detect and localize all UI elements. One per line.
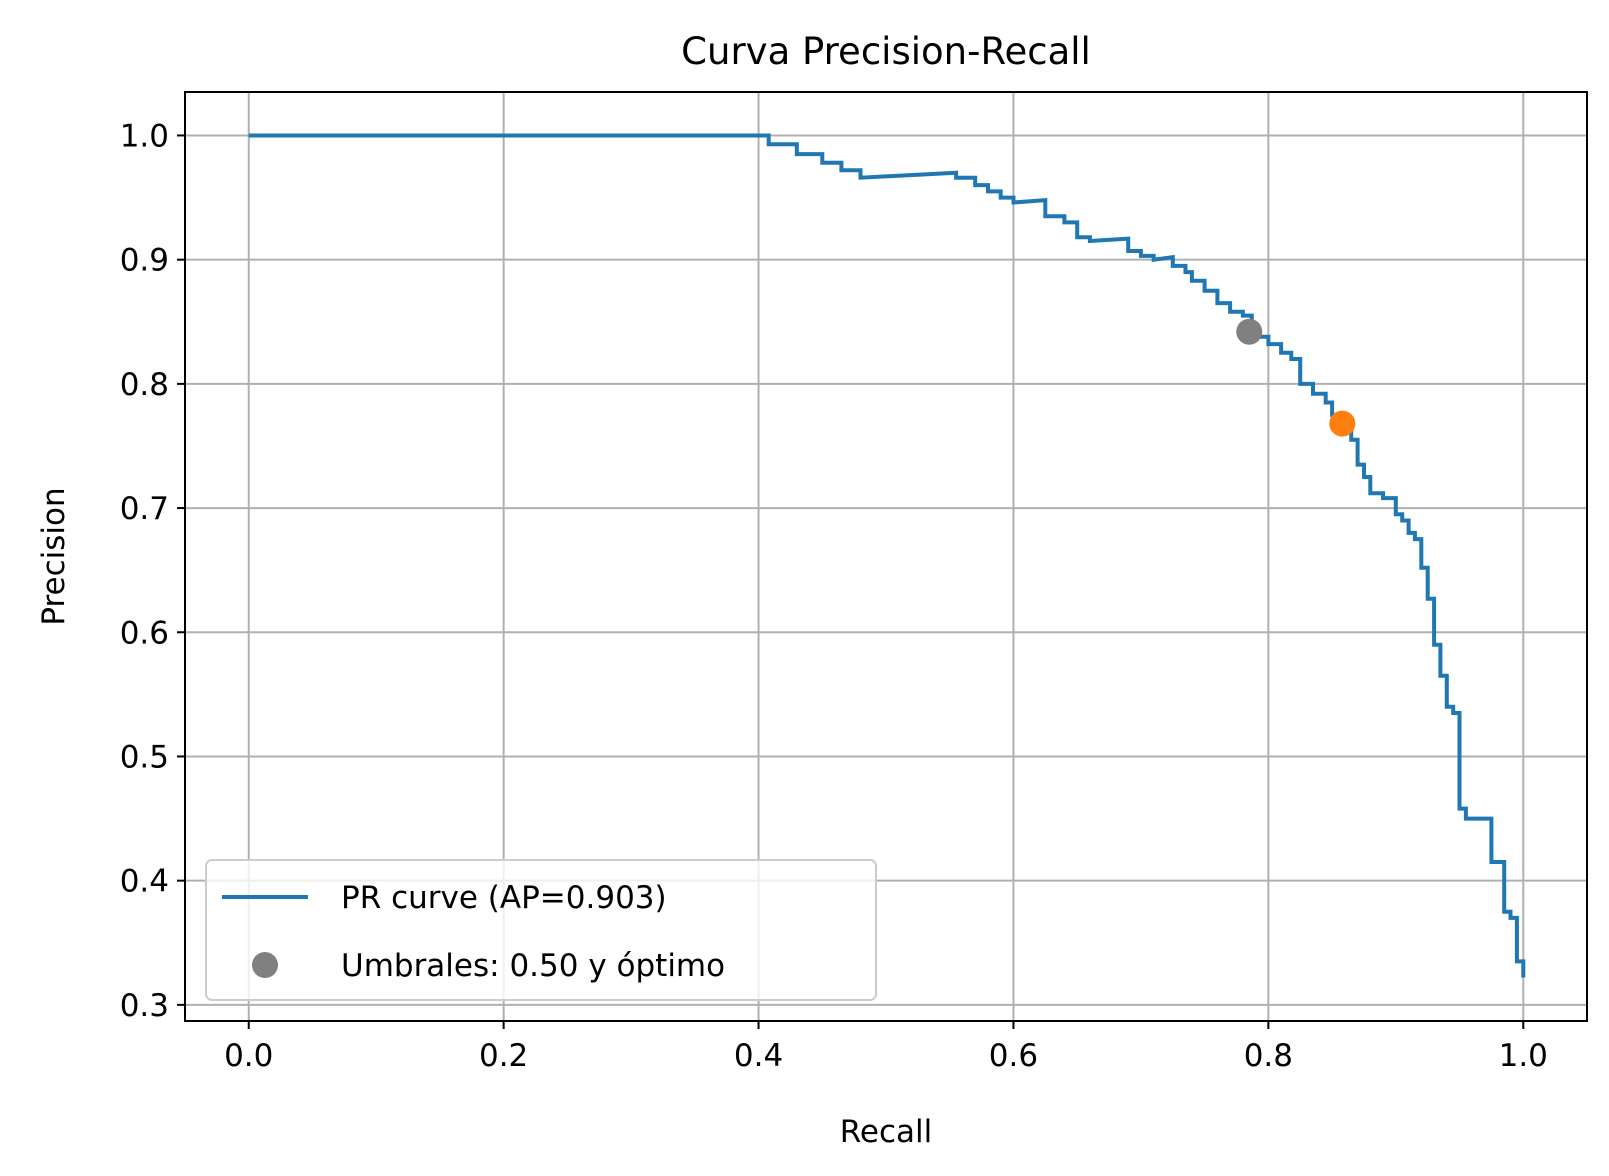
chart-title: Curva Precision-Recall	[681, 30, 1091, 73]
legend-box	[205, 859, 877, 1001]
threshold-050-point	[1236, 318, 1263, 345]
x-tick-label: 0.8	[1244, 1038, 1293, 1074]
y-tick-label: 0.9	[120, 243, 169, 279]
x-tick-label: 0.6	[989, 1038, 1038, 1074]
plot-area	[248, 133, 1526, 978]
y-tick-label: 0.4	[120, 864, 169, 900]
y-tick-label: 0.5	[120, 739, 169, 775]
x-tick-label: 0.4	[734, 1038, 783, 1074]
legend-entry-pr-curve: PR curve (AP=0.903)	[341, 880, 667, 916]
y-axis-ticks: 0.3 0.4 0.5 0.6 0.7 0.8 0.9 1.0	[120, 118, 185, 1024]
axes-frame	[184, 91, 1588, 1022]
y-tick-label: 0.6	[120, 615, 169, 651]
x-axis-ticks: 0.0 0.2 0.4 0.6 0.8 1.0	[224, 1021, 1548, 1074]
legend: PR curve (AP=0.903) Umbrales: 0.50 y ópt…	[205, 859, 877, 1001]
y-tick-label: 0.3	[120, 988, 169, 1024]
x-tick-label: 0.0	[224, 1038, 273, 1074]
y-axis-label: Precision	[36, 487, 72, 625]
x-axis-label: Recall	[840, 1114, 933, 1150]
y-tick-label: 0.8	[120, 367, 169, 403]
legend-entry-thresholds: Umbrales: 0.50 y óptimo	[341, 948, 725, 984]
y-tick-label: 1.0	[120, 118, 169, 154]
x-tick-label: 0.2	[479, 1038, 528, 1074]
pr-curve-line	[248, 133, 1526, 978]
threshold-optimal-point	[1329, 410, 1356, 437]
legend-dot-swatch	[252, 952, 278, 978]
y-tick-label: 0.7	[120, 491, 169, 527]
x-tick-label: 1.0	[1499, 1038, 1548, 1074]
